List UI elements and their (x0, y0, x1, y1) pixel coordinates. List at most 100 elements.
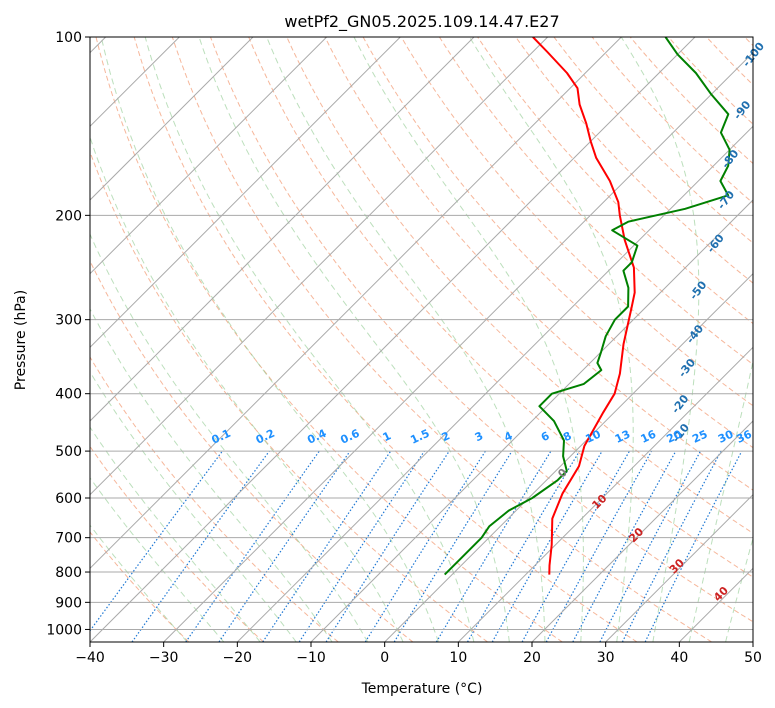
moist-adiabat (725, 536, 753, 642)
moist-adiabat (266, 37, 546, 642)
mixing-ratio-line (131, 450, 270, 642)
mixing-ratio-line (393, 450, 513, 642)
mixing-ratio-line (298, 450, 425, 642)
y-axis-label: Pressure (hPa) (13, 290, 29, 390)
x-axis: −40 −30 −20 −10 0 10 20 30 40 50 (75, 642, 762, 666)
x-tick-label: −20 (223, 650, 253, 666)
moist-adiabat (90, 476, 225, 642)
y-tick-label: 900 (55, 595, 82, 611)
isotherm-gridline (236, 125, 753, 642)
isotherm-gridline (605, 493, 753, 642)
mixing-ratio-line (545, 450, 653, 642)
mixing-ratio-line (364, 450, 486, 642)
x-tick-label: −10 (296, 650, 326, 666)
isotherm-gridline (90, 37, 401, 349)
moist-adiabat (688, 358, 753, 642)
mixing-ratio-line (185, 450, 320, 642)
x-tick-label: 20 (523, 650, 541, 666)
dry-adiabat (133, 37, 638, 642)
mixing-ratio-label: 36 (734, 427, 754, 445)
mixing-ratio-label: 30 (716, 427, 736, 445)
y-tick-label: 100 (55, 30, 82, 46)
mixing-ratio-label: 10 (583, 427, 603, 445)
moist-adiabat (90, 524, 188, 642)
moist-adiabat (100, 37, 439, 642)
isotherm-gridline (531, 420, 753, 642)
mixing-ratio-label: 16 (639, 427, 659, 445)
plot-frame (89, 36, 754, 643)
y-tick-label: 400 (55, 387, 82, 403)
dry-adiabat (400, 37, 753, 407)
isotherm-gridline (90, 37, 622, 570)
dry-adiabat (90, 531, 190, 642)
y-axis: 100 200 300 400 500 600 700 800 900 1000 (46, 30, 90, 638)
chart-title: wetPf2_GN05.2025.109.14.47.E27 (284, 12, 559, 32)
dry-adiabat (90, 356, 339, 642)
x-tick-label: −40 (75, 650, 105, 666)
grid (90, 37, 753, 642)
x-tick-label: 0 (380, 650, 389, 666)
dry-adiabat (515, 37, 753, 284)
dry-adiabat (248, 37, 753, 578)
moist-adiabat (90, 308, 333, 642)
x-tick-label: 30 (597, 650, 615, 666)
x-tick-label: 10 (449, 650, 467, 666)
moist-adiabat (144, 37, 475, 642)
y-tick-label: 700 (55, 531, 82, 547)
isotherm-gridline (90, 37, 549, 496)
dry-adiabat (210, 37, 753, 623)
isotherm-gridline (90, 37, 696, 642)
isotherm-gridline (752, 641, 753, 642)
plot-area (90, 37, 753, 642)
mixing-ratio-line (325, 450, 450, 642)
dewpoint-line (443, 37, 731, 576)
y-tick-label: 1000 (46, 622, 82, 638)
moist-adiabat (620, 37, 700, 642)
moist-adiabat (90, 135, 404, 642)
dry-adiabat (90, 445, 264, 642)
moist-adiabat (90, 370, 297, 642)
profile-series (443, 37, 731, 576)
dry-adiabat (95, 37, 563, 642)
mixing-ratio-line (262, 450, 392, 642)
mixing-ratio-label: 25 (690, 428, 709, 446)
isotherm-gridline (384, 272, 753, 642)
y-tick-label: 500 (55, 444, 82, 460)
dry-adiabat (90, 150, 488, 642)
x-tick-label: 40 (670, 650, 688, 666)
isotherm-gridline (90, 37, 328, 275)
mixing-ratio-line (90, 450, 223, 632)
isotherm-gridline (310, 199, 753, 642)
isotherm-gridline (457, 346, 753, 642)
moist-adiabat (353, 37, 584, 642)
moist-adiabat (90, 232, 369, 642)
mixing-ratio-line (435, 450, 552, 642)
y-tick-label: 800 (55, 565, 82, 581)
mixing-ratio-line (572, 450, 677, 642)
mixing-ratio-line (218, 450, 351, 642)
isotherm-gridline (163, 51, 753, 642)
y-tick-label: 200 (55, 208, 82, 224)
mixing-ratio-line (521, 450, 631, 642)
background-lines (90, 37, 753, 642)
isotherm-gridline (90, 37, 254, 201)
x-axis-label: Temperature (°C) (361, 681, 483, 697)
mixing-ratio-label: 13 (613, 428, 632, 446)
mixing-ratio-label: 20 (664, 427, 684, 445)
y-tick-label: 600 (55, 491, 82, 507)
dry-adiabat (438, 37, 753, 366)
dry-adiabat (171, 37, 712, 642)
x-tick-label: −30 (149, 650, 179, 666)
mixing-ratio-line (621, 450, 722, 642)
dry-adiabat (324, 37, 753, 491)
mixing-ratio-line (599, 450, 702, 642)
temperature-line (532, 37, 636, 575)
mixing-ratio-line (644, 450, 743, 642)
x-tick-label: 50 (744, 650, 762, 666)
y-tick-label: 300 (55, 313, 82, 329)
moist-adiabat (198, 37, 510, 642)
moist-adiabat (90, 426, 261, 642)
moist-adiabat (469, 37, 634, 642)
isotherm-gridline (90, 37, 475, 422)
